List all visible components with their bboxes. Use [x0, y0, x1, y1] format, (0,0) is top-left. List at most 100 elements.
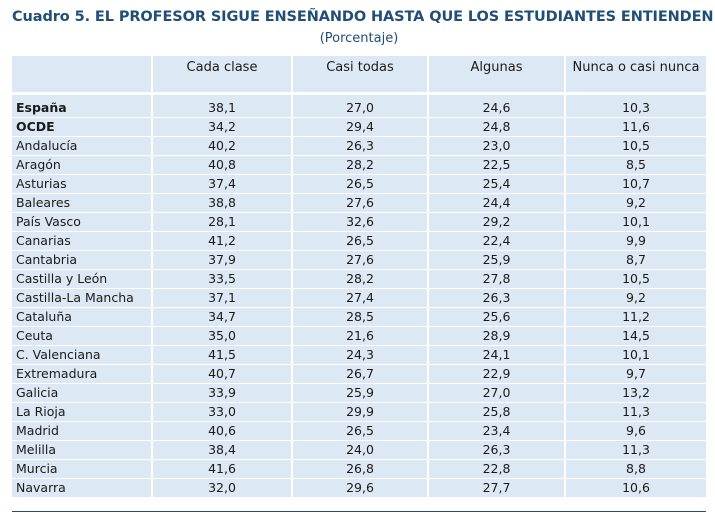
table-cell: 40,2: [151, 136, 292, 156]
table-cell: 22,4: [427, 231, 565, 251]
row-label: Cataluña: [12, 307, 152, 327]
row-label: Baleares: [12, 193, 152, 213]
header-row: Cada clase Casi todas Algunas Nunca o ca…: [12, 56, 706, 95]
table-title: Cuadro 5. EL PROFESOR SIGUE ENSEÑANDO HA…: [12, 9, 714, 25]
header-cada-clase: Cada clase: [151, 56, 292, 95]
table-cell: 26,7: [291, 364, 428, 384]
table-cell: 26,8: [291, 459, 428, 479]
table-row: País Vasco 28,1 32,6 29,2 10,1: [12, 212, 706, 232]
table-cell: 41,6: [151, 459, 292, 479]
row-label: Ceuta: [12, 326, 152, 346]
table-cell: 28,5: [291, 307, 428, 327]
table-cell: 10,7: [564, 174, 706, 194]
table-cell: 27,6: [291, 250, 428, 270]
row-label: Aragón: [12, 155, 152, 175]
table-row: Madrid 40,6 26,5 23,4 9,6: [12, 421, 706, 441]
row-label: Cantabria: [12, 250, 152, 270]
table-row: Extremadura 40,7 26,7 22,9 9,7: [12, 364, 706, 384]
table-cell: 34,2: [151, 117, 292, 137]
table-cell: 27,6: [291, 193, 428, 213]
table-cell: 24,8: [427, 117, 565, 137]
table-cell: 24,0: [291, 440, 428, 460]
row-label: Madrid: [12, 421, 152, 441]
table-cell: 26,3: [427, 440, 565, 460]
row-label: Castilla y León: [12, 269, 152, 289]
table-row: Galicia 33,9 25,9 27,0 13,2: [12, 383, 706, 403]
table-cell: 25,8: [427, 402, 565, 422]
table-subtitle: (Porcentaje): [319, 31, 399, 46]
table-cell: 26,5: [291, 421, 428, 441]
table-cell: 10,1: [564, 212, 706, 232]
table-cell: 37,9: [151, 250, 292, 270]
table-row: OCDE 34,2 29,4 24,8 11,6: [12, 117, 706, 137]
table-cell: 33,0: [151, 402, 292, 422]
row-label: C. Valenciana: [12, 345, 152, 365]
table-cell: 28,2: [291, 155, 428, 175]
table-cell: 8,5: [564, 155, 706, 175]
table-cell: 27,0: [291, 93, 428, 118]
table-cell: 33,9: [151, 383, 292, 403]
table-cell: 10,1: [564, 345, 706, 365]
table-row: C. Valenciana 41,5 24,3 24,1 10,1: [12, 345, 706, 365]
table-cell: 10,5: [564, 269, 706, 289]
table-cell: 41,5: [151, 345, 292, 365]
row-label: Navarra: [12, 478, 152, 498]
table-cell: 11,3: [564, 440, 706, 460]
table-cell: 26,5: [291, 174, 428, 194]
table-cell: 23,0: [427, 136, 565, 156]
data-table: Cada clase Casi todas Algunas Nunca o ca…: [12, 56, 706, 498]
row-label: Canarias: [12, 231, 152, 251]
table-cell: 24,3: [291, 345, 428, 365]
table-cell: 37,1: [151, 288, 292, 308]
row-label: OCDE: [12, 117, 152, 137]
table-cell: 10,6: [564, 478, 706, 498]
table-cell: 29,9: [291, 402, 428, 422]
row-label: Castilla-La Mancha: [12, 288, 152, 308]
row-label: España: [12, 93, 152, 118]
table-row: Ceuta 35,0 21,6 28,9 14,5: [12, 326, 706, 346]
table-row: Cataluña 34,7 28,5 25,6 11,2: [12, 307, 706, 327]
table-cell: 9,7: [564, 364, 706, 384]
table-cell: 40,7: [151, 364, 292, 384]
table-cell: 38,1: [151, 93, 292, 118]
table-cell: 38,4: [151, 440, 292, 460]
row-label: Melilla: [12, 440, 152, 460]
table-cell: 24,1: [427, 345, 565, 365]
row-label: Murcia: [12, 459, 152, 479]
table-cell: 35,0: [151, 326, 292, 346]
table-cell: 25,9: [427, 250, 565, 270]
table-cell: 10,3: [564, 93, 706, 118]
table-cell: 33,5: [151, 269, 292, 289]
table-cell: 23,4: [427, 421, 565, 441]
table-row: Melilla 38,4 24,0 26,3 11,3: [12, 440, 706, 460]
table-cell: 41,2: [151, 231, 292, 251]
header-nunca: Nunca o casi nunca: [564, 56, 706, 95]
table-cell: 28,2: [291, 269, 428, 289]
table-cell: 29,2: [427, 212, 565, 232]
table-cell: 27,7: [427, 478, 565, 498]
table-cell: 22,5: [427, 155, 565, 175]
table-row: Canarias 41,2 26,5 22,4 9,9: [12, 231, 706, 251]
table-cell: 21,6: [291, 326, 428, 346]
table-cell: 8,8: [564, 459, 706, 479]
table-cell: 24,6: [427, 93, 565, 118]
table-cell: 25,9: [291, 383, 428, 403]
row-label: País Vasco: [12, 212, 152, 232]
table-cell: 24,4: [427, 193, 565, 213]
table-cell: 13,2: [564, 383, 706, 403]
table-cell: 34,7: [151, 307, 292, 327]
table-cell: 9,2: [564, 288, 706, 308]
table-cell: 37,4: [151, 174, 292, 194]
table-cell: 9,9: [564, 231, 706, 251]
row-label: Asturias: [12, 174, 152, 194]
header-algunas: Algunas: [427, 56, 565, 95]
table-row: Aragón 40,8 28,2 22,5 8,5: [12, 155, 706, 175]
table-cell: 40,8: [151, 155, 292, 175]
table-cell: 11,6: [564, 117, 706, 137]
table-row: La Rioja 33,0 29,9 25,8 11,3: [12, 402, 706, 422]
table-row: Castilla y León 33,5 28,2 27,8 10,5: [12, 269, 706, 289]
table-cell: 11,2: [564, 307, 706, 327]
table-cell: 29,6: [291, 478, 428, 498]
table-cell: 9,2: [564, 193, 706, 213]
footer-rule: [12, 511, 706, 512]
